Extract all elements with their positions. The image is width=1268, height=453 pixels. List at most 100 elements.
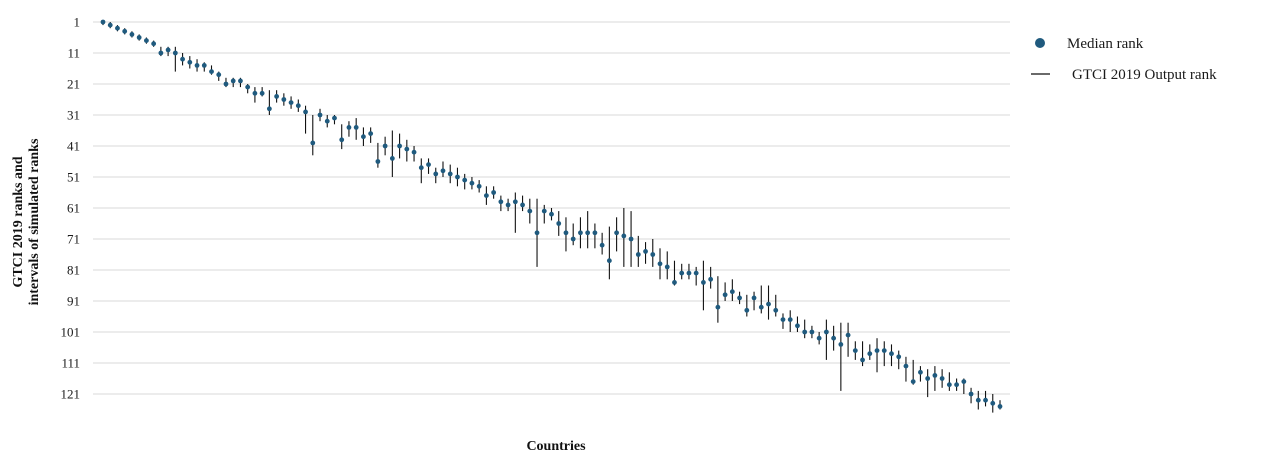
median-point	[860, 357, 865, 363]
median-point	[426, 162, 431, 168]
median-point	[889, 351, 894, 357]
median-point	[823, 329, 829, 335]
median-point	[483, 193, 489, 199]
median-point	[512, 199, 518, 205]
median-point	[628, 236, 634, 242]
median-point	[353, 125, 359, 130]
median-point	[368, 131, 374, 137]
median-point	[556, 221, 562, 226]
median-point	[961, 379, 967, 384]
median-point	[520, 202, 525, 208]
median-point	[838, 342, 844, 347]
gridlines	[93, 21, 1010, 395]
median-point	[910, 379, 916, 384]
median-point	[151, 41, 157, 47]
median-point	[303, 109, 308, 115]
median-point	[534, 230, 540, 236]
median-point	[918, 369, 923, 375]
median-point	[527, 208, 533, 214]
y-axis-title-line1: GTCI 2019 ranks and	[11, 156, 26, 287]
y-tick-label: 91	[67, 294, 80, 309]
median-point	[990, 400, 996, 406]
median-point	[375, 159, 381, 164]
median-point	[693, 270, 699, 276]
median-point	[339, 137, 345, 143]
median-series	[100, 19, 1003, 409]
y-tick-label: 81	[67, 263, 80, 278]
y-tick-label: 41	[67, 139, 80, 154]
median-point	[115, 25, 120, 31]
median-point	[954, 382, 959, 388]
median-point	[455, 174, 460, 180]
y-tick-label: 11	[67, 46, 80, 61]
median-point	[599, 242, 605, 248]
median-point	[621, 233, 627, 239]
median-point	[266, 106, 272, 112]
median-point	[758, 304, 764, 310]
median-point	[288, 100, 294, 105]
median-point	[643, 249, 648, 254]
median-point	[505, 202, 511, 208]
median-point	[310, 140, 316, 146]
median-point	[672, 280, 677, 285]
y-tick-label: 101	[61, 325, 81, 340]
median-point	[751, 295, 757, 301]
median-point	[592, 230, 598, 236]
median-point	[614, 230, 620, 236]
median-point	[549, 211, 554, 217]
median-point	[469, 180, 475, 186]
median-point	[361, 134, 366, 140]
median-point	[802, 329, 808, 335]
median-point	[332, 115, 337, 121]
median-point	[418, 165, 424, 171]
median-point	[606, 258, 612, 264]
median-point	[122, 28, 128, 34]
median-point	[867, 351, 873, 357]
median-point	[701, 280, 706, 285]
median-point	[809, 329, 815, 335]
median-point	[896, 354, 902, 360]
median-point	[187, 59, 193, 65]
median-point	[295, 103, 301, 109]
median-point	[541, 208, 547, 214]
median-point	[570, 236, 576, 242]
y-axis-title-line2: intervals of simulated ranks	[27, 138, 42, 305]
median-point	[165, 47, 171, 53]
median-point	[281, 97, 287, 102]
median-point	[491, 190, 497, 195]
median-point	[852, 348, 858, 353]
y-tick-label: 21	[67, 77, 80, 92]
median-point	[433, 171, 439, 177]
median-point	[773, 307, 779, 313]
median-point	[766, 301, 771, 307]
median-point	[107, 22, 113, 28]
median-point	[245, 84, 251, 90]
median-point	[136, 35, 142, 40]
median-point	[158, 50, 164, 56]
median-point	[397, 143, 402, 149]
median-point	[744, 307, 750, 313]
median-point	[997, 404, 1003, 409]
median-point	[881, 348, 887, 353]
median-point	[816, 335, 822, 341]
median-point	[498, 199, 504, 205]
legend-interval-label: GTCI 2019 Output rank	[1072, 67, 1217, 83]
interval-series	[102, 22, 1001, 413]
median-point	[585, 230, 591, 236]
median-point	[440, 168, 446, 174]
legend: Median rank GTCI 2019 Output rank	[1031, 36, 1217, 83]
median-point	[144, 38, 149, 43]
median-point	[346, 125, 352, 130]
median-point	[129, 32, 135, 37]
median-point	[925, 376, 931, 381]
median-point	[968, 391, 974, 397]
median-point	[201, 63, 207, 68]
median-point	[259, 90, 265, 96]
median-point	[708, 276, 714, 282]
median-point	[975, 397, 981, 403]
median-point	[180, 56, 185, 62]
median-point	[578, 230, 583, 236]
median-point	[382, 143, 388, 149]
